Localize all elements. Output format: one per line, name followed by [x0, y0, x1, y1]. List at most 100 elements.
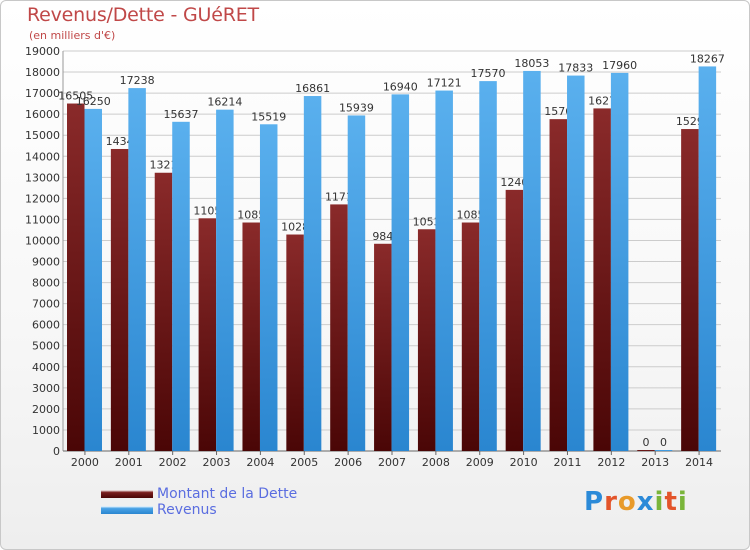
data-label-revenus: 16940 — [383, 80, 418, 93]
y-tick-label: 1000 — [32, 424, 60, 437]
x-tick-label: 2007 — [378, 456, 406, 469]
bar-revenus — [391, 94, 410, 452]
bar-dette — [593, 108, 611, 452]
legend-label-dette: Montant de la Dette — [157, 486, 298, 502]
y-tick-label: 17000 — [25, 87, 60, 100]
data-label-revenus: 15519 — [251, 110, 286, 123]
bar-dette — [67, 103, 85, 452]
legend-label-revenus: Revenus — [157, 502, 217, 518]
x-tick-label: 2011 — [553, 456, 581, 469]
bar-dette — [198, 218, 217, 451]
logo-letter: i — [677, 487, 688, 517]
data-label-revenus: 17238 — [120, 74, 155, 87]
y-tick-label: 2000 — [32, 403, 60, 416]
x-tick-label: 2000 — [71, 456, 99, 469]
data-label-dette: 1434 — [106, 135, 134, 148]
bar-dette — [286, 234, 304, 451]
bar-dette — [154, 172, 173, 451]
y-tick-label: 3000 — [32, 382, 60, 395]
bar-revenus — [523, 70, 541, 452]
y-tick-label: 0 — [53, 445, 60, 458]
data-label-dette: 1085 — [237, 209, 265, 222]
y-tick-label: 10000 — [25, 234, 60, 247]
data-label-revenus: 17833 — [558, 62, 593, 75]
data-label-dette: 1171 — [325, 190, 353, 203]
y-tick-label: 4000 — [32, 361, 60, 374]
bar-revenus — [479, 81, 497, 452]
y-tick-label: 19000 — [25, 45, 60, 58]
bar-revenus — [698, 66, 717, 451]
data-label-revenus: 16250 — [76, 95, 111, 108]
data-label-dette: 1627 — [588, 94, 616, 107]
bar-dette — [681, 129, 699, 451]
bar-revenus — [216, 109, 234, 451]
data-label-dette: 1028 — [281, 221, 309, 234]
data-label-revenus: 0 — [660, 436, 667, 449]
data-label-dette: 1321 — [149, 159, 177, 172]
y-tick-label: 16000 — [25, 108, 60, 121]
bar-revenus — [84, 108, 102, 451]
y-tick-label: 15000 — [25, 129, 60, 142]
data-label-dette: 1576 — [544, 105, 572, 118]
data-label-dette: 1105 — [193, 204, 221, 217]
bar-revenus — [172, 121, 190, 452]
x-tick-label: 2005 — [290, 456, 318, 469]
bar-revenus — [303, 96, 322, 451]
data-label-dette: 16505 — [58, 90, 93, 103]
bar-revenus — [259, 124, 278, 451]
logo-letter: r — [604, 487, 618, 517]
logo-letter: x — [636, 487, 655, 517]
y-tick-label: 12000 — [25, 192, 60, 205]
data-label-dette: 1085 — [457, 209, 485, 222]
y-tick-label: 11000 — [25, 213, 60, 226]
x-tick-label: 2003 — [203, 456, 231, 469]
data-label-dette: 1529 — [676, 115, 704, 128]
y-tick-label: 9000 — [32, 256, 60, 269]
x-tick-label: 2010 — [510, 456, 538, 469]
data-label-revenus: 15637 — [163, 108, 198, 121]
data-label-dette: 0 — [643, 436, 650, 449]
data-label-revenus: 16214 — [207, 96, 242, 109]
x-tick-label: 2013 — [641, 456, 669, 469]
bar-dette — [637, 450, 655, 451]
y-tick-label: 8000 — [32, 277, 60, 290]
x-tick-label: 2014 — [685, 456, 713, 469]
bar-dette — [417, 229, 436, 451]
data-label-revenus: 18267 — [690, 52, 725, 65]
data-label-dette: 1240 — [500, 176, 528, 189]
bar-dette — [330, 204, 348, 451]
logo-letter: t — [664, 487, 678, 517]
x-tick-label: 2009 — [466, 456, 494, 469]
bar-chart: 0 1000 2000 3000 4000 5000 6000 7000 8000 9000 100… — [25, 45, 725, 469]
data-label-revenus: 17960 — [602, 59, 637, 72]
data-label-dette: 1053 — [413, 215, 441, 228]
bar-dette — [505, 189, 524, 451]
x-tick-label: 2006 — [334, 456, 362, 469]
data-label-revenus: 17121 — [427, 77, 462, 90]
bar-revenus — [610, 72, 629, 451]
proxiti-logo: Proxiti — [584, 487, 688, 517]
x-tick-label: 2002 — [159, 456, 187, 469]
y-tick-label: 7000 — [32, 298, 60, 311]
logo-letter: i — [654, 487, 665, 517]
logo-letter: o — [617, 487, 637, 517]
bar-dette — [549, 119, 568, 451]
bar-revenus — [347, 115, 366, 451]
data-label-revenus: 18053 — [514, 57, 549, 70]
data-label-revenus: 17570 — [471, 67, 506, 80]
y-tick-label: 18000 — [25, 66, 60, 79]
logo-letter: P — [584, 487, 605, 517]
bar-dette — [110, 148, 129, 451]
y-tick-label: 14000 — [25, 150, 60, 163]
legend-swatch-revenus — [101, 506, 153, 514]
chart-subtitle: (en milliers d'€) — [29, 29, 116, 42]
x-tick-label: 2001 — [115, 456, 143, 469]
data-label-dette: 984 — [372, 230, 393, 243]
data-label-revenus: 16861 — [295, 82, 330, 95]
legend-swatch-dette — [101, 490, 153, 498]
y-tick-label: 13000 — [25, 171, 60, 184]
y-tick-label: 6000 — [32, 319, 60, 332]
bar-revenus — [435, 90, 453, 451]
bar-dette — [242, 222, 260, 451]
